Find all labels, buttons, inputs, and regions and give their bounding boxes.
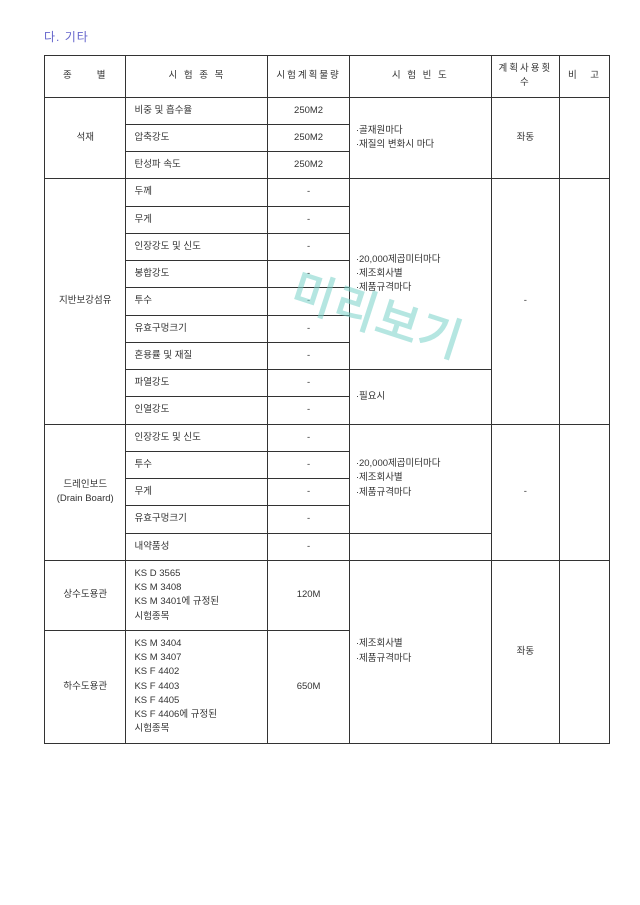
cell-qty: - — [268, 315, 349, 342]
cell-item: 탄성파 속도 — [126, 152, 268, 179]
cell-freq: ·골재원마다 ·재질의 변화시 마다 — [349, 97, 491, 179]
cell-qty: - — [268, 179, 349, 206]
cell-item: 무게 — [126, 206, 268, 233]
cell-qty: - — [268, 233, 349, 260]
cell-note — [560, 424, 610, 560]
col-category: 종 별 — [45, 56, 126, 98]
cell-category: 지반보강섬유 — [45, 179, 126, 424]
cell-plan: - — [491, 179, 559, 424]
cell-qty: 650M — [268, 630, 349, 743]
cell-category: 드레인보드 (Drain Board) — [45, 424, 126, 560]
cell-qty: - — [268, 451, 349, 478]
cell-item: 파열강도 — [126, 370, 268, 397]
cell-qty: - — [268, 424, 349, 451]
cell-item: 압축강도 — [126, 124, 268, 151]
cell-category: 하수도용관 — [45, 630, 126, 743]
page-title: 다. 기타 — [44, 28, 610, 45]
spec-table: 종 별 시 험 종 목 시험계획물량 시 험 빈 도 계획사용횟수 비 고 석재… — [44, 55, 610, 744]
cell-plan: 좌동 — [491, 97, 559, 179]
cell-qty: - — [268, 206, 349, 233]
cell-item: 혼용률 및 재질 — [126, 342, 268, 369]
cell-item: 비중 및 흡수율 — [126, 97, 268, 124]
col-freq: 시 험 빈 도 — [349, 56, 491, 98]
cell-qty: 250M2 — [268, 124, 349, 151]
cell-item: KS D 3565 KS M 3408 KS M 3401에 규정된 시험종목 — [126, 560, 268, 630]
table-row: 드레인보드 (Drain Board)인장강도 및 신도-·20,000제곱미터… — [45, 424, 610, 451]
cell-freq: ·제조회사별 ·제품규격마다 — [349, 560, 491, 743]
cell-item: 내약품성 — [126, 533, 268, 560]
table-row: 상수도용관KS D 3565 KS M 3408 KS M 3401에 규정된 … — [45, 560, 610, 630]
table-row: 석재비중 및 흡수율250M2·골재원마다 ·재질의 변화시 마다좌동 — [45, 97, 610, 124]
cell-freq — [349, 533, 491, 560]
cell-item: KS M 3404 KS M 3407 KS F 4402 KS F 4403 … — [126, 630, 268, 743]
cell-qty: - — [268, 288, 349, 315]
cell-item: 봉합강도 — [126, 261, 268, 288]
col-item: 시 험 종 목 — [126, 56, 268, 98]
col-note: 비 고 — [560, 56, 610, 98]
col-qty: 시험계획물량 — [268, 56, 349, 98]
cell-qty: - — [268, 397, 349, 424]
cell-qty: - — [268, 479, 349, 506]
cell-item: 인장강도 및 신도 — [126, 233, 268, 260]
cell-qty: - — [268, 261, 349, 288]
cell-plan: 좌동 — [491, 560, 559, 743]
cell-plan: - — [491, 424, 559, 560]
table-header-row: 종 별 시 험 종 목 시험계획물량 시 험 빈 도 계획사용횟수 비 고 — [45, 56, 610, 98]
cell-item: 무게 — [126, 479, 268, 506]
cell-qty: 120M — [268, 560, 349, 630]
cell-qty: - — [268, 533, 349, 560]
cell-freq: ·20,000제곱미터마다 ·제조회사별 ·제품규격마다 — [349, 179, 491, 370]
cell-note — [560, 179, 610, 424]
cell-item: 투수 — [126, 288, 268, 315]
cell-item: 유효구멍크기 — [126, 506, 268, 533]
cell-qty: - — [268, 370, 349, 397]
cell-item: 유효구멍크기 — [126, 315, 268, 342]
cell-item: 인장강도 및 신도 — [126, 424, 268, 451]
cell-category: 석재 — [45, 97, 126, 179]
cell-item: 인열강도 — [126, 397, 268, 424]
cell-qty: 250M2 — [268, 152, 349, 179]
cell-freq: ·20,000제곱미터마다 ·제조회사별 ·제품규격마다 — [349, 424, 491, 533]
cell-item: 투수 — [126, 451, 268, 478]
cell-qty: - — [268, 506, 349, 533]
cell-freq: ·필요시 — [349, 370, 491, 425]
cell-note — [560, 97, 610, 179]
cell-item: 두께 — [126, 179, 268, 206]
cell-category: 상수도용관 — [45, 560, 126, 630]
cell-qty: 250M2 — [268, 97, 349, 124]
col-plan: 계획사용횟수 — [491, 56, 559, 98]
table-row: 지반보강섬유두께-·20,000제곱미터마다 ·제조회사별 ·제품규격마다- — [45, 179, 610, 206]
cell-qty: - — [268, 342, 349, 369]
cell-note — [560, 560, 610, 743]
